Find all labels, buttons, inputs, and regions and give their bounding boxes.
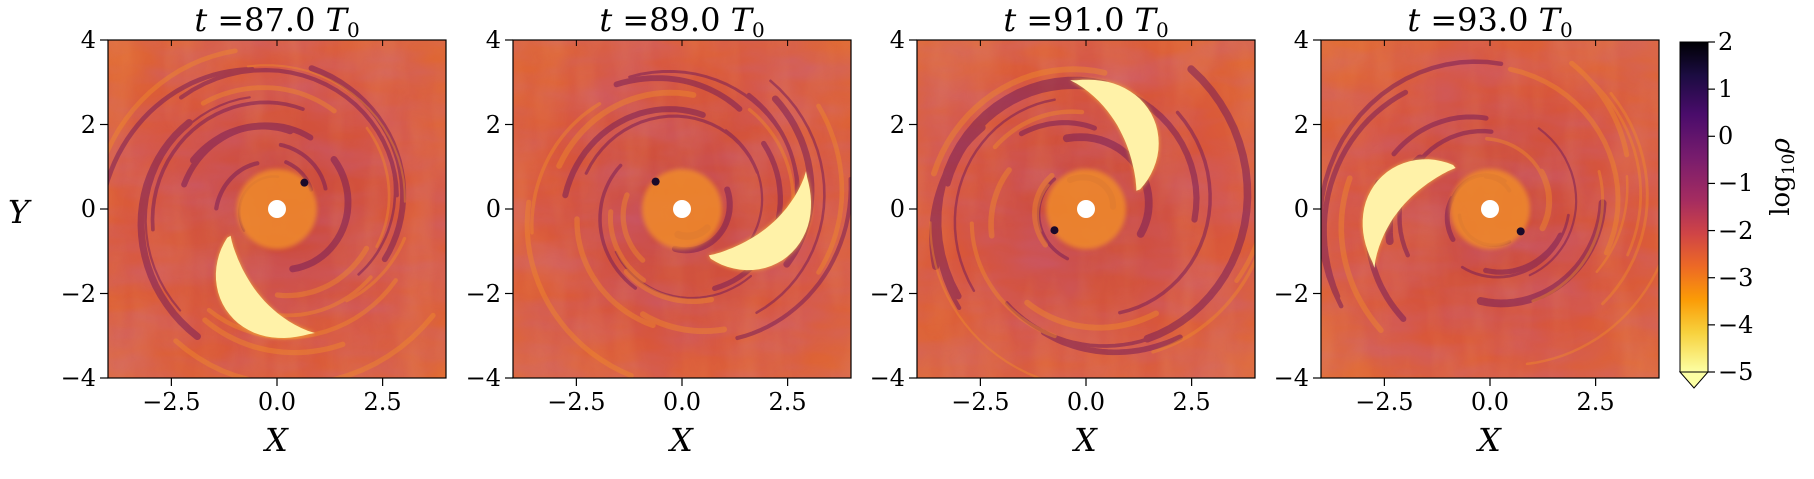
central-hole bbox=[673, 200, 691, 218]
y-tick-label: −2 bbox=[60, 279, 96, 308]
title-unit: T bbox=[730, 1, 752, 39]
y-tick-label: −4 bbox=[465, 364, 501, 392]
central-hole bbox=[268, 200, 286, 218]
x-tick-label: 2.5 bbox=[1576, 388, 1615, 416]
colorbar-tick-label: 1 bbox=[1718, 75, 1734, 104]
x-tick-label: 0.0 bbox=[1066, 388, 1106, 416]
y-tick-label: −4 bbox=[60, 364, 96, 392]
light-streaks bbox=[524, 89, 845, 378]
colorbar-tick-label: −5 bbox=[1718, 358, 1754, 386]
x-tick-label: −2.5 bbox=[1355, 388, 1414, 416]
title-time-symbol: t bbox=[1407, 1, 1421, 39]
density-panel-4 bbox=[1313, 39, 1660, 386]
x-tick-label: 0.0 bbox=[662, 388, 702, 416]
y-tick-label: −2 bbox=[869, 279, 905, 308]
y-tick-label: 0 bbox=[485, 195, 501, 223]
density-panel-3 bbox=[909, 39, 1256, 386]
y-tick-label: −4 bbox=[1273, 364, 1309, 392]
x-tick-label: 2.5 bbox=[363, 388, 402, 416]
density-panel-1 bbox=[100, 39, 447, 386]
y-tick-label: −2 bbox=[465, 279, 501, 308]
dense-clump bbox=[651, 177, 660, 186]
light-streaks bbox=[1338, 60, 1659, 366]
title-unit-sub: 0 bbox=[346, 18, 360, 42]
x-tick-label: 0.0 bbox=[1470, 388, 1510, 416]
panel-title: t =87.0 T0 bbox=[187, 4, 367, 40]
central-hole bbox=[1077, 200, 1095, 218]
colorbar-extend-arrow bbox=[1678, 371, 1710, 389]
colorbar-tick-label: −1 bbox=[1718, 169, 1754, 198]
x-tick-label: −2.5 bbox=[951, 388, 1010, 416]
x-axis-label: X bbox=[265, 421, 288, 459]
central-hole bbox=[1481, 200, 1499, 218]
title-time-symbol: t bbox=[599, 1, 613, 39]
title-time-value: =87.0 bbox=[207, 1, 326, 39]
low-density-spiral-arm bbox=[215, 235, 329, 338]
title-unit-sub: 0 bbox=[1155, 18, 1169, 42]
y-tick-label: −2 bbox=[1273, 279, 1309, 308]
y-tick-label: 2 bbox=[889, 110, 905, 139]
colorbar-label-var: ρ bbox=[1766, 138, 1796, 154]
colorbar-tick-label: 2 bbox=[1718, 28, 1734, 56]
y-tick-label: 0 bbox=[889, 195, 905, 223]
dense-clump bbox=[1050, 226, 1059, 235]
title-unit: T bbox=[1538, 1, 1560, 39]
title-time-value: =89.0 bbox=[612, 1, 731, 39]
x-tick-label: 0.0 bbox=[257, 388, 297, 416]
title-unit-sub: 0 bbox=[751, 18, 765, 42]
y-tick-label: 0 bbox=[80, 195, 96, 223]
y-tick-label: 0 bbox=[1293, 195, 1309, 223]
title-time-value: =93.0 bbox=[1420, 1, 1539, 39]
low-density-spiral-arm bbox=[1362, 159, 1456, 282]
title-time-symbol: t bbox=[194, 1, 208, 39]
y-tick-label: 2 bbox=[80, 110, 96, 139]
y-axis-label: Y bbox=[8, 193, 30, 231]
title-time-symbol: t bbox=[1003, 1, 1017, 39]
y-tick-label: 4 bbox=[1293, 26, 1309, 54]
colorbar-label-log: log bbox=[1766, 175, 1796, 216]
colorbar-frame bbox=[1679, 41, 1709, 373]
x-tick-label: −2.5 bbox=[142, 388, 201, 416]
panel-title: t =91.0 T0 bbox=[996, 4, 1176, 40]
x-axis-label: X bbox=[670, 421, 693, 459]
x-axis-label: X bbox=[1074, 421, 1097, 459]
colorbar-tick-label: −2 bbox=[1718, 216, 1754, 245]
x-tick-label: 2.5 bbox=[1172, 388, 1211, 416]
low-density-spiral-arm bbox=[1056, 77, 1159, 191]
y-tick-label: −4 bbox=[869, 364, 905, 392]
colorbar-gradient bbox=[1680, 42, 1708, 372]
dense-filaments bbox=[108, 65, 407, 341]
low-density-spiral-arm bbox=[708, 157, 811, 271]
y-tick-label: 2 bbox=[485, 110, 501, 139]
dense-clump bbox=[300, 178, 309, 187]
colorbar bbox=[1678, 41, 1715, 389]
colorbar-tick-label: −3 bbox=[1718, 263, 1754, 292]
x-axis-label: X bbox=[1478, 421, 1501, 459]
colorbar-label-sub: 10 bbox=[1779, 153, 1799, 176]
colorbar-tick-label: −4 bbox=[1718, 310, 1754, 339]
y-tick-label: 4 bbox=[889, 26, 905, 54]
panel-title: t =93.0 T0 bbox=[1400, 4, 1580, 40]
density-panel-2 bbox=[505, 39, 852, 386]
y-tick-label: 2 bbox=[1293, 110, 1309, 139]
x-tick-label: 2.5 bbox=[768, 388, 807, 416]
colorbar-tick-label: 0 bbox=[1718, 122, 1734, 151]
title-unit: T bbox=[1134, 1, 1156, 39]
title-time-value: =91.0 bbox=[1016, 1, 1135, 39]
title-unit: T bbox=[325, 1, 347, 39]
y-tick-label: 4 bbox=[80, 26, 96, 54]
y-tick-label: 4 bbox=[485, 26, 501, 54]
x-tick-label: −2.5 bbox=[547, 388, 606, 416]
colorbar-label: log10ρ bbox=[1766, 132, 1799, 222]
dense-clump bbox=[1516, 227, 1525, 236]
panel-title: t =89.0 T0 bbox=[592, 4, 772, 40]
light-streaks bbox=[929, 66, 1255, 378]
title-unit-sub: 0 bbox=[1559, 18, 1573, 42]
